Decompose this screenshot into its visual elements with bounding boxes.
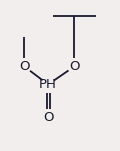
Text: O: O <box>19 60 30 73</box>
Text: O: O <box>69 60 79 73</box>
Text: O: O <box>43 111 53 124</box>
Text: PH: PH <box>39 78 57 91</box>
